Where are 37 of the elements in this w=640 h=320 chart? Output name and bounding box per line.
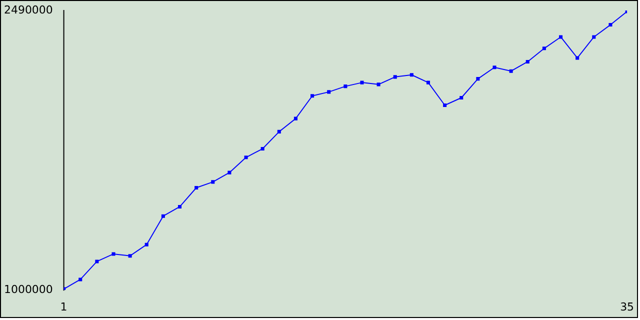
- y-tick-label: 2490000: [4, 3, 53, 16]
- y-tick-label: 1000000: [4, 282, 53, 296]
- point: [294, 116, 298, 120]
- point: [178, 204, 182, 208]
- point: [410, 73, 414, 77]
- point: [228, 170, 232, 174]
- x-tick-label: 35: [620, 300, 634, 314]
- point: [542, 46, 546, 50]
- point: [492, 66, 496, 70]
- point: [476, 77, 480, 81]
- x-tick-label: 1: [60, 300, 68, 314]
- point: [277, 130, 281, 134]
- point: [576, 56, 580, 60]
- point: [443, 103, 447, 108]
- point: [112, 252, 116, 256]
- point: [360, 80, 364, 84]
- point: [128, 254, 132, 258]
- point: [260, 146, 264, 151]
- point: [592, 35, 596, 39]
- point: [559, 35, 563, 39]
- point: [244, 156, 248, 160]
- point: [393, 75, 397, 79]
- point: [194, 186, 198, 190]
- point: [327, 90, 331, 94]
- point: [78, 278, 82, 282]
- point: [95, 260, 99, 264]
- point: [608, 23, 612, 27]
- point: [426, 80, 430, 84]
- point: [161, 214, 165, 218]
- point: [310, 94, 314, 98]
- point: [509, 69, 513, 73]
- point: [460, 96, 464, 100]
- point: [344, 84, 348, 88]
- point: [144, 242, 148, 246]
- point: [526, 60, 530, 64]
- point: [376, 82, 380, 86]
- point: [211, 180, 215, 184]
